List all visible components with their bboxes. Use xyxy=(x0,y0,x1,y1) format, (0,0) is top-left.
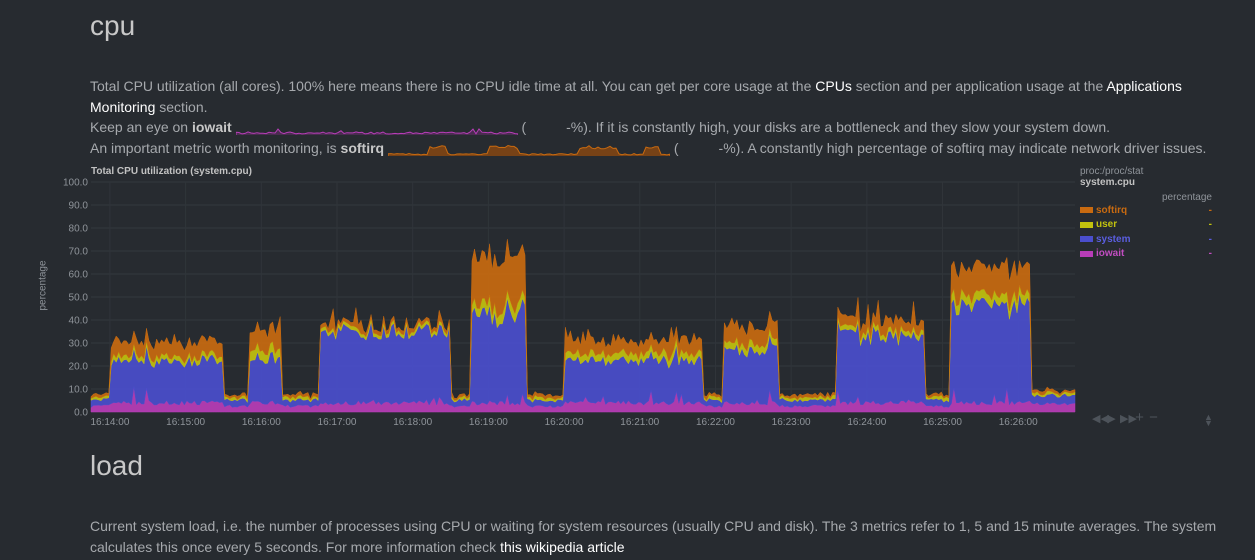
y-tick-label: 50.0 xyxy=(69,293,89,304)
legend-label-user: user xyxy=(1096,219,1118,231)
cpu-utilization-chart[interactable]: 100.0 90.0 80.0 70.0 60.0 50.0 40.0 30.0 20.0 10.… xyxy=(0,170,1080,435)
x-tick-label: 16:25:00 xyxy=(923,417,962,428)
y-tick-label: 90.0 xyxy=(69,201,89,212)
chart-title: Total CPU utilization (system.cpu) xyxy=(91,166,252,177)
legend-value-softirq: - xyxy=(1208,204,1212,216)
softirq-value-open: ( xyxy=(673,139,679,156)
legend-item-iowait[interactable]: iowait - xyxy=(1080,247,1212,262)
x-tick-label: 16:19:00 xyxy=(469,417,508,428)
applications-monitoring-link[interactable]: Applications Monitoring xyxy=(90,78,1182,115)
play-button[interactable]: ▶ xyxy=(1107,413,1116,425)
cpus-section-link[interactable]: CPUs xyxy=(815,78,852,94)
x-tick-label: 16:22:00 xyxy=(696,417,735,428)
iowait-value-open: ( xyxy=(521,119,527,135)
x-tick-label: 16:15:00 xyxy=(166,417,205,428)
cpu-intro-text-3: section. xyxy=(155,98,208,115)
iowait-swatch xyxy=(1080,250,1093,257)
y-tick-label: 100.0 xyxy=(63,178,88,189)
y-tick-label: 30.0 xyxy=(69,339,89,350)
iowait-suffix: -%). If it is constantly high, your disk… xyxy=(566,119,1111,135)
iowait-sparkline xyxy=(235,128,518,136)
chart-context-id: system.cpu xyxy=(1080,177,1136,188)
chart-legend: proc:/proc/stat system.cpu percentage so… xyxy=(1080,166,1212,261)
legend-label-system: system xyxy=(1096,233,1131,245)
wikipedia-article-link[interactable]: this wikipedia article xyxy=(500,538,625,555)
y-tick-label: 60.0 xyxy=(69,270,89,281)
load-intro-text: Current system load, i.e. the number of … xyxy=(90,518,1217,555)
cpu-intro-text: Total CPU utilization (all cores). 100% … xyxy=(90,78,816,94)
x-tick-label: 16:23:00 xyxy=(772,417,811,428)
y-tick-label: 70.0 xyxy=(69,247,89,258)
x-tick-label: 16:18:00 xyxy=(393,417,432,428)
system-swatch xyxy=(1080,236,1093,243)
legend-value-system: - xyxy=(1208,233,1212,245)
legend-item-softirq[interactable]: softirq - xyxy=(1080,203,1212,218)
y-tick-label: 0.0 xyxy=(74,408,88,419)
x-tick-label: 16:14:00 xyxy=(90,417,129,428)
x-tick-label: 16:16:00 xyxy=(242,417,281,428)
pan-left-button[interactable]: ◀◀ xyxy=(1092,413,1109,425)
y-tick-label: 80.0 xyxy=(69,224,89,235)
softirq-suffix: -%). A constantly high percentage of sof… xyxy=(718,139,1207,156)
load-intro-paragraph: Current system load, i.e. the number of … xyxy=(90,516,1220,557)
chart-toolbox: ◀◀ ▶ ▶▶ + − xyxy=(1092,409,1159,426)
softirq-metric-name: softirq xyxy=(340,139,385,156)
y-tick-label: 10.0 xyxy=(69,385,89,396)
legend-value-user: - xyxy=(1208,219,1212,231)
x-tick-label: 16:20:00 xyxy=(545,417,584,428)
chart-context: proc:/proc/stat xyxy=(1080,166,1144,177)
legend-label-softirq: softirq xyxy=(1096,204,1128,216)
chart-resize-handle[interactable]: ▲ ▼ xyxy=(1204,412,1213,428)
legend-units: percentage xyxy=(1161,192,1212,203)
x-tick-label: 16:21:00 xyxy=(620,417,659,428)
cpu-intro-text-2: section and per application usage at the xyxy=(851,78,1107,94)
zoom-in-button[interactable]: + xyxy=(1135,409,1144,426)
y-tick-label: 40.0 xyxy=(69,316,89,327)
cpu-intro-paragraph: Total CPU utilization (all cores). 100% … xyxy=(90,76,1220,158)
zoom-out-button[interactable]: − xyxy=(1149,409,1158,426)
pan-right-button[interactable]: ▶▶ xyxy=(1120,413,1137,425)
user-swatch xyxy=(1080,221,1093,228)
softirq-swatch xyxy=(1080,207,1093,214)
legend-value-iowait: - xyxy=(1208,248,1212,260)
series-area-softirq xyxy=(90,239,1076,402)
y-tick-label: 20.0 xyxy=(69,362,89,373)
softirq-sparkline xyxy=(387,144,670,156)
legend-label-iowait: iowait xyxy=(1096,248,1125,260)
load-section-title: load xyxy=(90,450,143,481)
x-tick-label: 16:17:00 xyxy=(318,417,357,428)
softirq-prefix: An important metric worth monitoring, is xyxy=(90,139,341,156)
x-tick-label: 16:24:00 xyxy=(847,417,886,428)
legend-item-system[interactable]: system - xyxy=(1080,232,1212,247)
cpu-section-title: cpu xyxy=(90,10,136,41)
iowait-metric-name: iowait xyxy=(191,119,232,135)
iowait-prefix: Keep an eye on xyxy=(90,119,192,135)
legend-item-user[interactable]: user - xyxy=(1080,218,1212,233)
x-tick-label: 16:26:00 xyxy=(999,417,1038,428)
